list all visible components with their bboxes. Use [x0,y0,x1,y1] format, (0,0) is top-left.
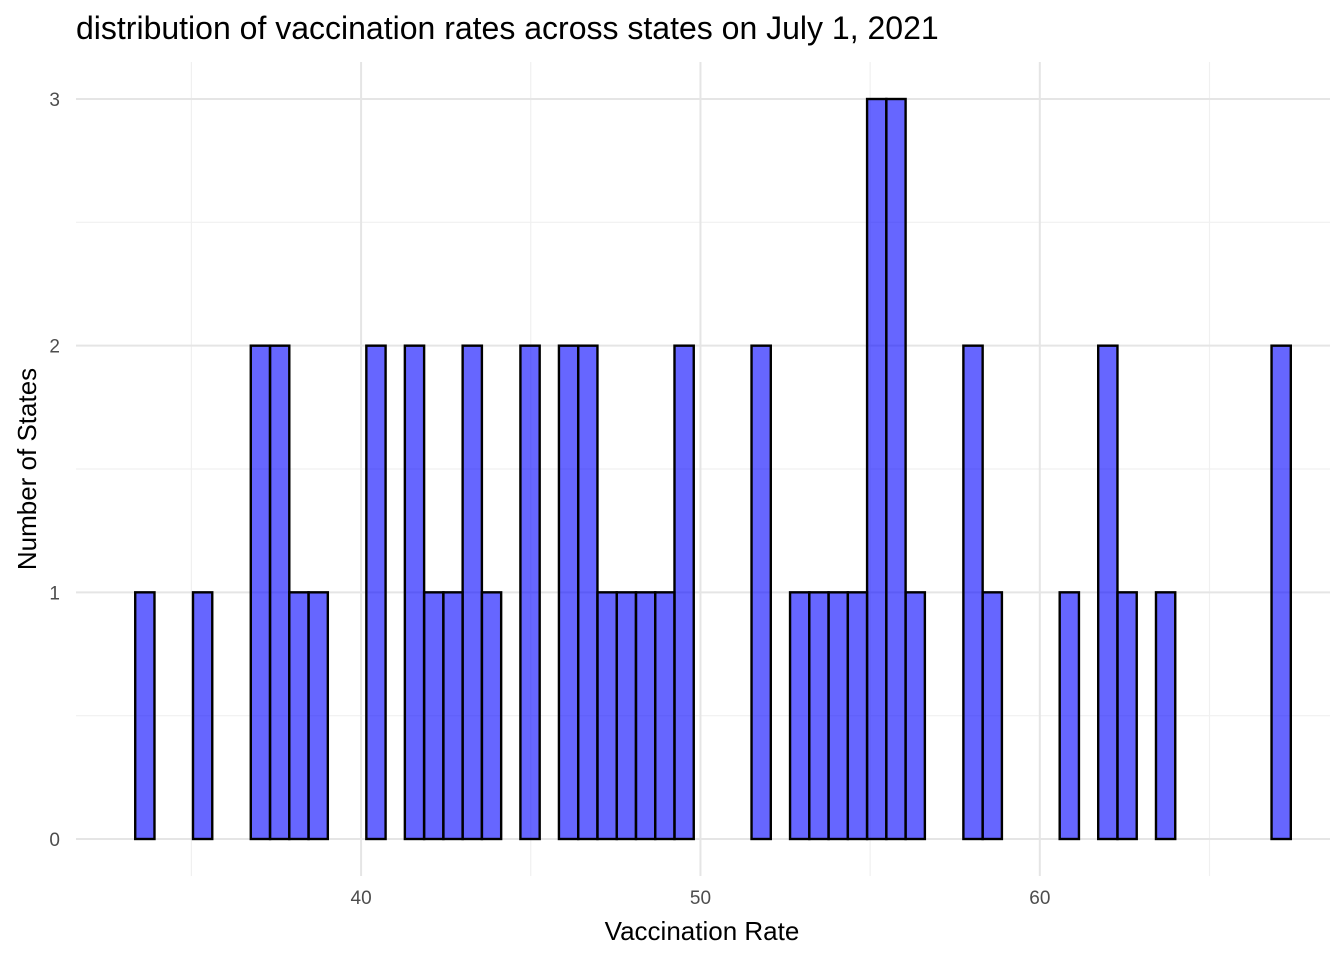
histogram-bar [865,97,888,841]
histogram-bar [634,591,657,841]
histogram-bar [654,591,676,841]
histogram-bar [885,97,907,841]
histogram-bar [365,344,387,841]
y-tick-label: 2 [49,337,60,358]
histogram-bar [461,344,484,841]
bars [134,97,1293,841]
y-tick-label: 3 [49,90,60,111]
histogram-bar [249,344,272,841]
histogram-bar [808,591,830,841]
histogram-bar [846,591,869,841]
histogram-bar [750,344,772,841]
y-tick-label: 0 [49,830,60,851]
histogram-bar [981,591,1004,841]
histogram-bar [422,591,445,841]
y-axis-title: Number of States [12,368,42,570]
y-axis-ticks: 0 1 2 3 [49,90,60,851]
histogram-bar [596,591,618,841]
histogram-bar [307,591,330,841]
histogram-bar [519,344,541,841]
histogram-bar [442,591,464,841]
histogram-bar [288,591,310,841]
histogram-bar [1116,591,1138,841]
histogram-bar [268,344,291,841]
histogram-bar [403,344,426,841]
histogram-bar [480,591,503,841]
histogram-bar [576,344,599,841]
histogram-bar [788,591,811,841]
histogram-bar [827,591,850,841]
x-tick-label: 60 [1029,888,1050,909]
x-tick-label: 50 [690,888,711,909]
histogram-bar [1154,591,1177,841]
histogram-bar [615,591,638,841]
chart-title: distribution of vaccination rates across… [76,10,939,46]
histogram-bar [134,591,156,841]
x-axis-ticks: 40 50 60 [351,888,1051,909]
histogram-bar [557,344,580,841]
histogram-bar [1097,344,1119,841]
histogram-bar [191,591,214,841]
histogram-bar [962,344,984,841]
y-tick-label: 1 [49,583,60,604]
histogram-bar [673,344,695,841]
histogram-bar [1270,344,1293,841]
histogram-bar [904,591,927,841]
x-axis-title: Vaccination Rate [605,916,800,946]
x-tick-label: 40 [351,888,372,909]
histogram-bar [1058,591,1081,841]
